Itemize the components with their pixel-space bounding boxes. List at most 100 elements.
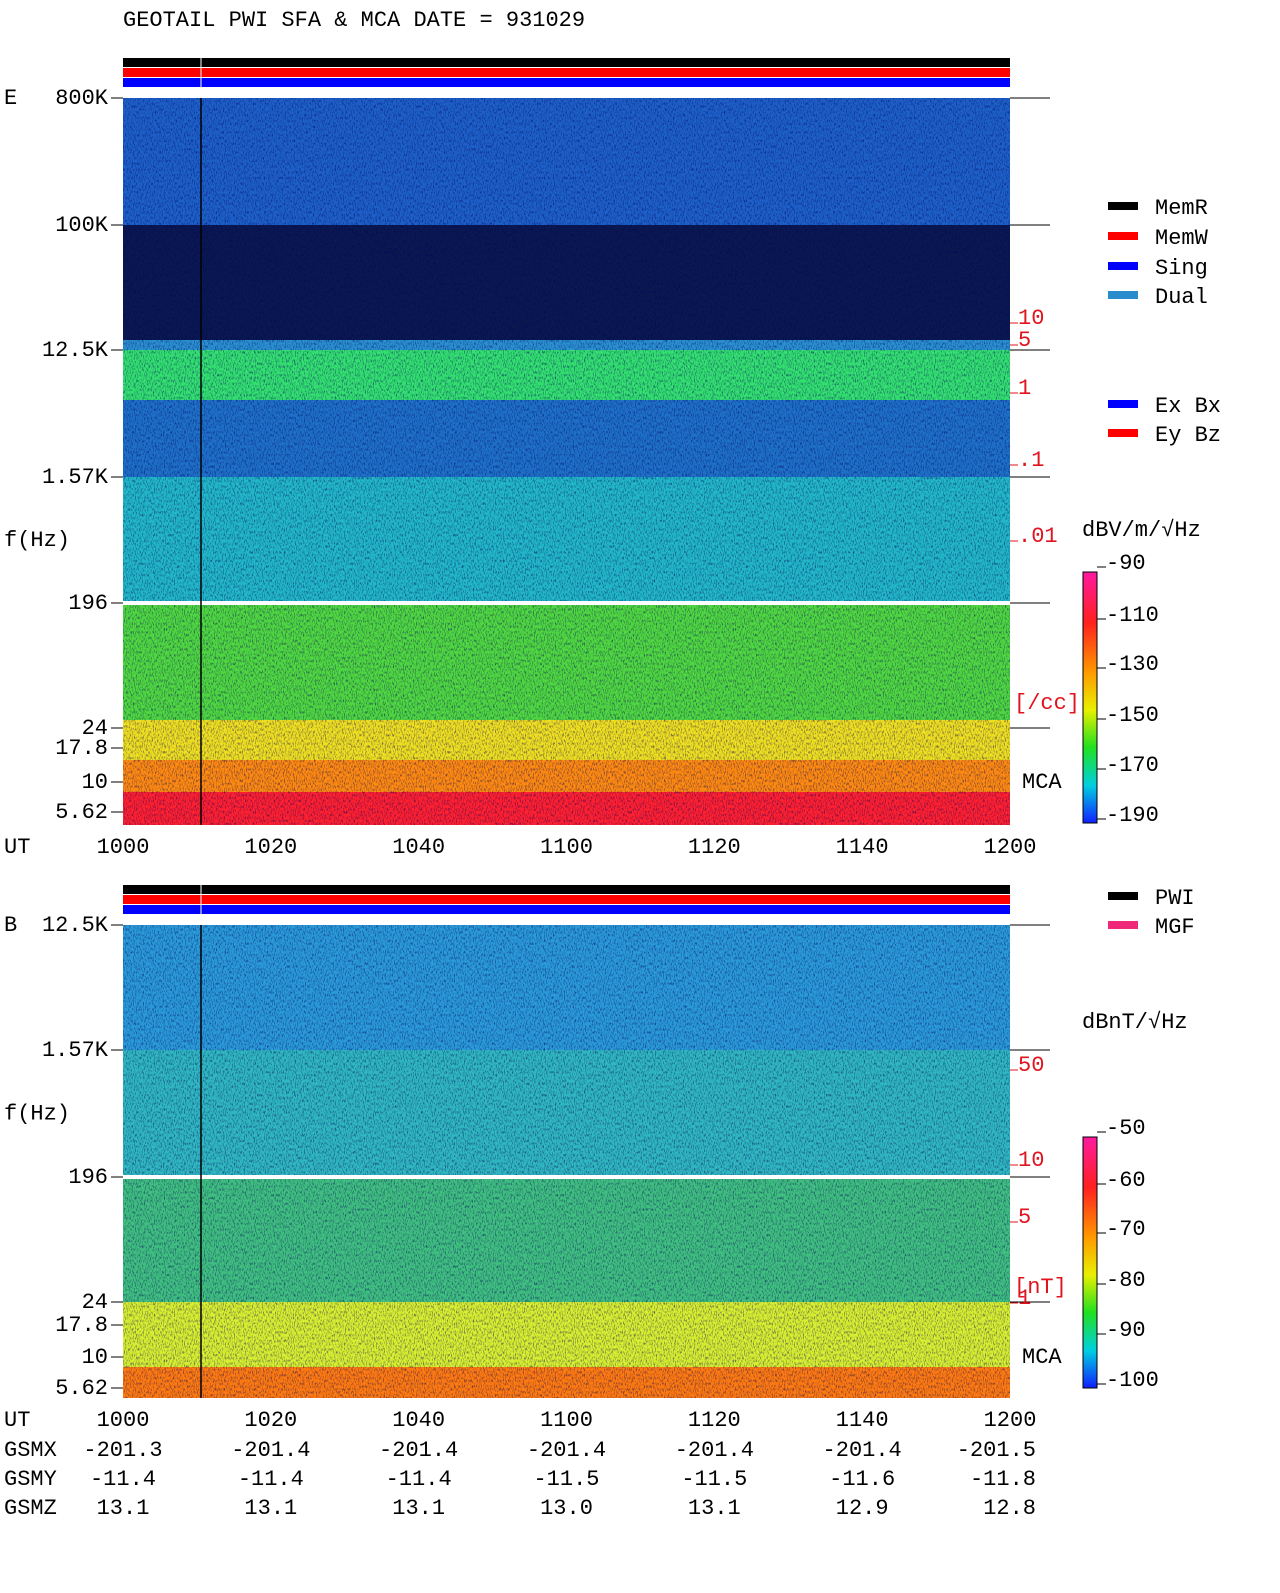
- colorbar-tick-label: -80: [1106, 1268, 1146, 1293]
- right-unit: [nT]: [1014, 1275, 1067, 1300]
- colorbar-tick-label: -110: [1106, 603, 1159, 628]
- orbit-label: GSMX: [4, 1438, 57, 1463]
- orbit-value: -201.4: [675, 1438, 754, 1463]
- orbit-value: 12.9: [836, 1496, 889, 1521]
- orbit-value: -201.4: [527, 1438, 606, 1463]
- colorbar-tick-label: -50: [1106, 1116, 1146, 1141]
- legend-label: Ex Bx: [1155, 394, 1221, 419]
- freq-tick-label: 1.57K: [42, 1038, 109, 1063]
- freq-tick-label: 100K: [55, 213, 109, 238]
- time-tick-label: 1100: [540, 1408, 593, 1433]
- time-tick-label: 1000: [97, 1408, 150, 1433]
- legend-label: Ey Bz: [1155, 423, 1221, 448]
- colorbar-tick-label: -60: [1106, 1168, 1146, 1193]
- time-tick-label: 1120: [688, 835, 741, 860]
- spectrogram-noise: [123, 925, 1010, 1398]
- time-tick-label: 1020: [244, 1408, 297, 1433]
- spectrogram-noise: [123, 98, 1010, 825]
- time-tick-label: 1140: [836, 835, 889, 860]
- orbit-value: -11.5: [533, 1467, 599, 1492]
- colorbar-tick-label: -70: [1106, 1217, 1146, 1242]
- right-tick-label: 1: [1018, 376, 1031, 401]
- freq-tick-label: 5.62: [55, 1376, 108, 1401]
- freq-tick-label: 196: [68, 1165, 108, 1190]
- orbit-value: 13.1: [244, 1496, 297, 1521]
- freq-tick-label: 12.5K: [42, 913, 109, 938]
- status-bar: [123, 905, 1010, 914]
- legend-label: Dual: [1155, 285, 1208, 310]
- legend-swatch: [1108, 232, 1138, 240]
- time-axis-label: UT: [4, 835, 30, 860]
- y-axis-label: f(Hz): [4, 1101, 70, 1126]
- right-tick-label: .1: [1018, 448, 1044, 473]
- status-bar: [123, 895, 1010, 904]
- orbit-value: -11.6: [829, 1467, 895, 1492]
- freq-tick-label: 17.8: [55, 1313, 108, 1338]
- legend-swatch: [1108, 921, 1138, 929]
- colorbar-tick-label: -170: [1106, 753, 1159, 778]
- status-bar: [123, 58, 1010, 67]
- orbit-value: -11.4: [238, 1467, 304, 1492]
- right-tick-label: 10: [1018, 1148, 1044, 1173]
- orbit-value: 13.1: [688, 1496, 741, 1521]
- y-axis-label: f(Hz): [4, 528, 70, 553]
- legend-swatch: [1108, 429, 1138, 437]
- colorbar: [1082, 1136, 1098, 1389]
- orbit-value: -11.4: [386, 1467, 452, 1492]
- time-tick-label: 1040: [392, 835, 445, 860]
- orbit-value: 13.0: [540, 1496, 593, 1521]
- right-tick-label: 5: [1018, 1205, 1031, 1230]
- panel-label: E: [4, 86, 17, 111]
- legend-swatch: [1108, 892, 1138, 900]
- colorbar: [1082, 571, 1098, 824]
- legend-label: MemW: [1155, 226, 1209, 251]
- orbit-value: -11.5: [681, 1467, 747, 1492]
- orbit-value: -201.3: [83, 1438, 162, 1463]
- freq-tick-label: 196: [68, 591, 108, 616]
- legend-label: Sing: [1155, 256, 1208, 281]
- right-unit: [/cc]: [1014, 691, 1080, 716]
- status-bar: [123, 885, 1010, 894]
- colorbar-tick-label: -100: [1106, 1368, 1159, 1393]
- time-tick-label: 1140: [836, 1408, 889, 1433]
- orbit-value: 13.1: [392, 1496, 445, 1521]
- time-tick-label: 1200: [984, 1408, 1037, 1433]
- legend-swatch: [1108, 262, 1138, 270]
- time-axis-label: UT: [4, 1408, 30, 1433]
- legend-swatch: [1108, 400, 1138, 408]
- title: GEOTAIL PWI SFA & MCA DATE = 931029: [123, 8, 585, 33]
- freq-tick-label: 1.57K: [42, 465, 109, 490]
- orbit-value: -201.5: [957, 1438, 1036, 1463]
- colorbar-tick-label: -190: [1106, 803, 1159, 828]
- orbit-value: 12.8: [983, 1496, 1036, 1521]
- right-tick-label: 50: [1018, 1053, 1044, 1078]
- colorbar-tick-label: -130: [1106, 652, 1159, 677]
- time-tick-label: 1040: [392, 1408, 445, 1433]
- freq-tick-label: 800K: [55, 86, 109, 111]
- time-tick-label: 1020: [244, 835, 297, 860]
- legend-swatch: [1108, 291, 1138, 299]
- time-tick-label: 1120: [688, 1408, 741, 1433]
- orbit-label: GSMZ: [4, 1496, 57, 1521]
- freq-tick-label: 10: [82, 1345, 108, 1370]
- orbit-label: GSMY: [4, 1467, 57, 1492]
- panel-label: B: [4, 913, 17, 938]
- orbit-value: -201.4: [823, 1438, 902, 1463]
- mca-label: MCA: [1022, 770, 1062, 795]
- right-tick-label: 5: [1018, 328, 1031, 353]
- freq-tick-label: 12.5K: [42, 338, 109, 363]
- orbit-value: 13.1: [97, 1496, 150, 1521]
- status-bar: [123, 78, 1010, 87]
- right-tick-label: 10: [1018, 306, 1044, 331]
- orbit-value: -11.4: [90, 1467, 156, 1492]
- colorbar-tick-label: -90: [1106, 1318, 1146, 1343]
- right-tick-label: 1: [1018, 1286, 1031, 1311]
- status-bar: [123, 68, 1010, 77]
- time-tick-label: 1100: [540, 835, 593, 860]
- mca-label: MCA: [1022, 1345, 1062, 1370]
- orbit-value: -201.4: [231, 1438, 310, 1463]
- time-tick-label: 1200: [984, 835, 1037, 860]
- legend-swatch: [1108, 202, 1138, 210]
- legend-label: MGF: [1155, 915, 1195, 940]
